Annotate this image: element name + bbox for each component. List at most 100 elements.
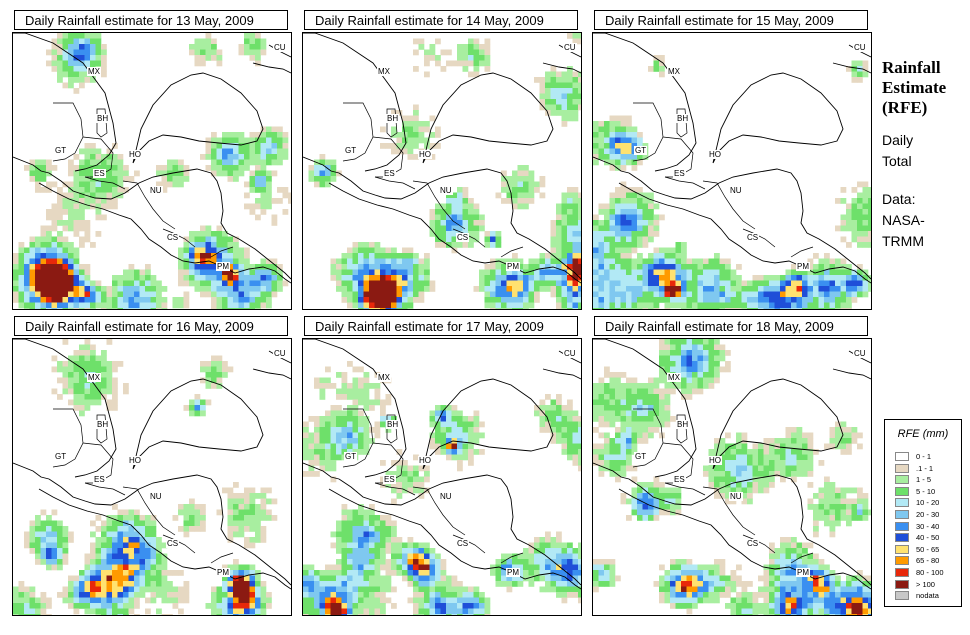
rainfall-cell	[609, 148, 616, 155]
rainfall-cell	[112, 192, 118, 199]
rainfall-cell	[561, 542, 568, 549]
rainfall-cell	[271, 198, 278, 204]
rainfall-cell	[319, 608, 326, 615]
rainfall-cell	[609, 471, 616, 477]
rainfall-cell	[620, 187, 627, 193]
rainfall-cell	[40, 170, 47, 177]
rainfall-cell	[336, 603, 342, 609]
rainfall-cell	[244, 542, 250, 549]
rainfall-cell	[692, 280, 698, 287]
rainfall-cell	[374, 297, 381, 303]
rainfall-cell	[391, 542, 397, 549]
rainfall-cell	[211, 258, 217, 265]
rainfall-cell	[631, 449, 638, 455]
rainfall-cell	[62, 33, 69, 39]
rainfall-cell	[550, 88, 557, 94]
rainfall-cell	[73, 586, 80, 593]
rainfall-cell	[233, 170, 239, 177]
rainfall-cell	[260, 269, 267, 276]
rainfall-cell	[363, 597, 370, 604]
rainfall-cell	[46, 564, 52, 571]
rainfall-cell	[780, 291, 786, 298]
rainfall-cell	[172, 170, 179, 177]
rainfall-cell	[341, 410, 348, 417]
rainfall-cell	[609, 460, 616, 466]
rainfall-cell	[763, 454, 770, 461]
rainfall-cell	[352, 438, 359, 444]
rainfall-cell	[79, 159, 85, 166]
rainfall-cell	[150, 564, 157, 571]
rainfall-cell	[593, 269, 599, 276]
rainfall-cell	[347, 269, 353, 276]
rainfall-cell	[352, 297, 359, 303]
rainfall-cell	[51, 264, 58, 270]
rainfall-cell	[479, 275, 485, 281]
rainfall-cell	[642, 421, 649, 428]
rainfall-cell	[369, 603, 375, 609]
rainfall-cell	[330, 586, 337, 593]
rainfall-cell	[429, 231, 436, 237]
rainfall-cell	[604, 143, 610, 149]
rainfall-cell	[736, 297, 742, 303]
rainfall-cell	[68, 366, 74, 373]
rainfall-cell	[626, 126, 632, 133]
rainfall-cell	[18, 603, 25, 609]
rainfall-cell	[440, 438, 447, 444]
rainfall-cell	[161, 297, 168, 303]
rainfall-cell	[578, 77, 581, 83]
rainfall-cell	[227, 297, 234, 303]
rainfall-cell	[13, 286, 19, 292]
rainfall-cell	[352, 264, 359, 270]
rainfall-cell	[90, 198, 96, 204]
rainfall-cell	[703, 275, 709, 281]
rainfall-cell	[620, 159, 627, 166]
rainfall-cell	[336, 410, 342, 417]
rainfall-cell	[429, 115, 436, 122]
rainfall-cell	[578, 192, 581, 199]
rainfall-cell	[659, 297, 665, 303]
rainfall-cell	[501, 302, 507, 309]
rainfall-cell	[84, 176, 91, 182]
rainfall-cell	[593, 410, 599, 417]
rainfall-cell	[13, 592, 19, 598]
rainfall-cell	[369, 531, 375, 538]
rainfall-cell	[347, 264, 353, 270]
rainfall-cell	[358, 531, 364, 538]
rainfall-cell	[725, 432, 731, 439]
rainfall-cell	[752, 291, 759, 298]
rainfall-cell	[670, 247, 676, 254]
rainfall-cell	[128, 564, 135, 571]
rainfall-cell	[73, 592, 80, 598]
rainfall-cell	[24, 264, 30, 270]
coastline	[252, 368, 291, 380]
rainfall-cell	[567, 291, 573, 298]
rainfall-cell	[539, 537, 546, 543]
rainfall-cell	[561, 236, 568, 243]
rainfall-cell	[73, 286, 80, 292]
rainfall-cell	[396, 137, 403, 144]
rainfall-cell	[653, 493, 660, 499]
rainfall-cell	[791, 280, 797, 287]
rainfall-cell	[358, 559, 364, 565]
rainfall-cell	[462, 597, 469, 604]
rainfall-cell	[534, 187, 540, 193]
rainfall-cell	[604, 394, 610, 400]
rainfall-cell	[835, 286, 841, 292]
rainfall-cell	[249, 597, 256, 604]
rainfall-cell	[578, 88, 581, 94]
rainfall-cell	[620, 427, 627, 433]
rainfall-cell	[457, 55, 463, 61]
rainfall-cell	[95, 564, 102, 571]
rainfall-cell	[255, 214, 261, 221]
rainfall-cell	[561, 548, 568, 554]
rainfall-cell	[703, 383, 709, 389]
rainfall-cell	[785, 449, 792, 455]
rainfall-cell	[609, 388, 616, 395]
rainfall-cell	[835, 302, 841, 309]
rainfall-cell	[266, 258, 272, 265]
rainfall-cell	[446, 49, 452, 56]
rainfall-cell	[238, 586, 245, 593]
rainfall-cell	[593, 247, 599, 254]
rainfall-cell	[255, 608, 261, 615]
rainfall-cell	[686, 355, 693, 362]
